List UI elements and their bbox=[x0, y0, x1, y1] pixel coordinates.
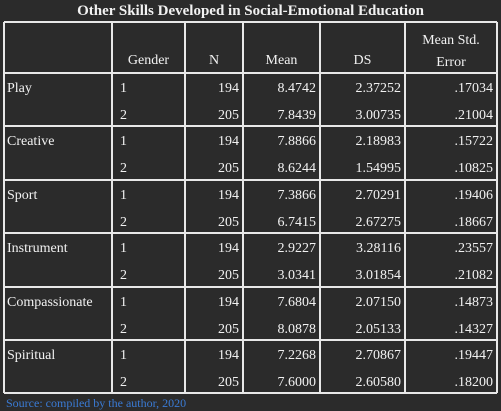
value-cell: 2.37252 bbox=[355, 81, 402, 96]
row-label: Instrument bbox=[7, 241, 68, 257]
value-cell: 205 bbox=[218, 108, 239, 123]
column-header: Mean Std. Error bbox=[422, 33, 480, 70]
value-cell: 205 bbox=[218, 161, 239, 177]
value-cell: .17034 bbox=[454, 81, 494, 96]
value-cell: 2.9227 bbox=[277, 241, 317, 257]
value-cell: 194 bbox=[218, 81, 239, 96]
row-line bbox=[4, 339, 497, 341]
column-line bbox=[404, 22, 406, 394]
gender-cell: 1 bbox=[120, 134, 127, 150]
page: {"title": "Other Skills Developed in Soc… bbox=[3, 3, 498, 410]
value-cell: 2.67275 bbox=[355, 214, 402, 230]
value-cell: .19447 bbox=[454, 348, 494, 363]
column-line bbox=[242, 22, 244, 394]
column-line bbox=[496, 22, 498, 394]
value-cell: 6.7415 bbox=[277, 214, 317, 230]
row-line bbox=[4, 392, 497, 395]
gender-cell: 2 bbox=[120, 321, 127, 337]
value-cell: 2.07150 bbox=[355, 294, 402, 310]
value-cell: 194 bbox=[218, 348, 239, 363]
gender-cell: 2 bbox=[120, 268, 127, 284]
value-cell: 2.05133 bbox=[355, 321, 402, 337]
value-cell: 205 bbox=[218, 214, 239, 230]
value-cell: 3.01854 bbox=[355, 268, 402, 284]
row-line bbox=[4, 125, 497, 128]
column-line bbox=[184, 22, 186, 394]
value-cell: 8.6244 bbox=[277, 161, 317, 177]
value-cell: 3.00735 bbox=[355, 108, 402, 123]
column-header: N bbox=[208, 53, 220, 68]
column-line bbox=[111, 22, 113, 394]
value-cell: 194 bbox=[218, 241, 239, 257]
row-line bbox=[4, 178, 497, 181]
source-note: Source: compiled by the author, 2020 bbox=[6, 396, 187, 410]
gender-cell: 1 bbox=[120, 187, 127, 203]
value-cell: 8.0878 bbox=[277, 321, 317, 337]
value-cell: 194 bbox=[218, 294, 239, 310]
row-line bbox=[4, 21, 497, 23]
value-cell: 8.4742 bbox=[277, 81, 317, 96]
column-header: Mean bbox=[265, 53, 298, 68]
gender-cell: 1 bbox=[120, 241, 127, 257]
row-label: Creative bbox=[7, 134, 55, 150]
value-cell: 2.70867 bbox=[355, 348, 402, 363]
value-cell: 205 bbox=[218, 268, 239, 284]
value-cell: 7.6804 bbox=[277, 294, 317, 310]
value-cell: .10825 bbox=[454, 161, 494, 177]
value-cell: 205 bbox=[218, 375, 239, 390]
value-cell: 3.0341 bbox=[277, 268, 317, 284]
gender-cell: 2 bbox=[120, 375, 127, 390]
value-cell: .21082 bbox=[454, 268, 494, 284]
value-cell: 7.8866 bbox=[277, 134, 317, 150]
value-cell: 1.54995 bbox=[355, 161, 402, 177]
column-line bbox=[319, 22, 321, 394]
value-cell: 7.6000 bbox=[277, 375, 317, 390]
value-cell: 7.8439 bbox=[277, 108, 317, 123]
row-line bbox=[4, 232, 497, 235]
row-line bbox=[4, 285, 497, 288]
value-cell: 205 bbox=[218, 321, 239, 337]
gender-cell: 2 bbox=[120, 214, 127, 230]
gender-cell: 1 bbox=[120, 81, 127, 96]
value-cell: .14327 bbox=[454, 321, 494, 337]
row-label: Compassionate bbox=[7, 294, 93, 310]
value-cell: .14873 bbox=[454, 294, 494, 310]
gender-cell: 2 bbox=[120, 108, 127, 123]
value-cell: 7.3866 bbox=[277, 187, 317, 203]
value-cell: .21004 bbox=[454, 108, 494, 123]
value-cell: .19406 bbox=[454, 187, 494, 203]
value-cell: 3.28116 bbox=[356, 241, 401, 257]
value-cell: 2.70291 bbox=[355, 187, 402, 203]
column-header: DS bbox=[353, 53, 372, 68]
row-label: Play bbox=[7, 81, 32, 96]
value-cell: 194 bbox=[218, 187, 239, 203]
column-line bbox=[3, 22, 5, 394]
gender-cell: 2 bbox=[120, 161, 127, 177]
row-label: Spiritual bbox=[7, 348, 56, 363]
gender-cell: 1 bbox=[120, 294, 127, 310]
value-cell: 2.60580 bbox=[355, 375, 402, 390]
value-cell: .23557 bbox=[454, 241, 494, 257]
table-title: Other Skills Developed in Social-Emotion… bbox=[77, 3, 424, 19]
column-header: Gender bbox=[127, 53, 170, 68]
gender-cell: 1 bbox=[120, 348, 127, 363]
value-cell: .18667 bbox=[454, 214, 494, 230]
value-cell: .15722 bbox=[454, 134, 494, 150]
value-cell: 2.18983 bbox=[355, 134, 402, 150]
value-cell: 194 bbox=[218, 134, 239, 150]
row-line bbox=[4, 72, 497, 74]
value-cell: .18200 bbox=[454, 375, 494, 390]
row-label: Sport bbox=[7, 187, 38, 203]
value-cell: 7.2268 bbox=[277, 348, 317, 363]
